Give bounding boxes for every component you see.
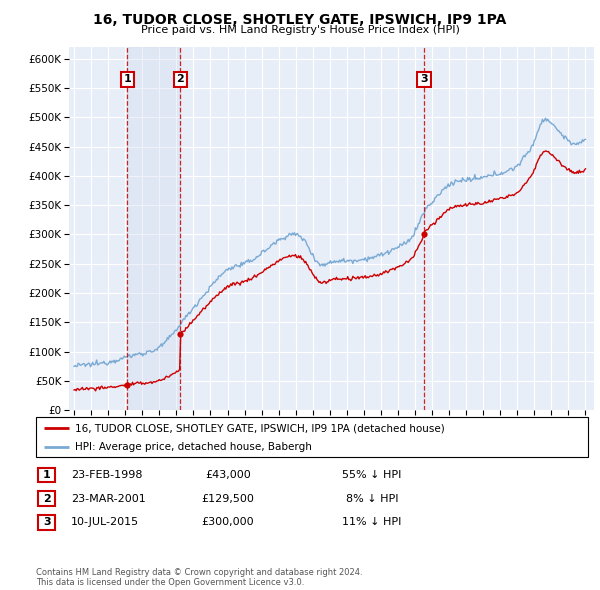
Text: £300,000: £300,000: [202, 517, 254, 527]
Text: Contains HM Land Registry data © Crown copyright and database right 2024.
This d: Contains HM Land Registry data © Crown c…: [36, 568, 362, 587]
Text: 23-MAR-2001: 23-MAR-2001: [71, 494, 146, 503]
FancyBboxPatch shape: [36, 417, 588, 457]
Point: [176, 330, 185, 339]
Text: 16, TUDOR CLOSE, SHOTLEY GATE, IPSWICH, IP9 1PA (detached house): 16, TUDOR CLOSE, SHOTLEY GATE, IPSWICH, …: [74, 424, 445, 434]
Text: 11% ↓ HPI: 11% ↓ HPI: [343, 517, 401, 527]
FancyBboxPatch shape: [38, 467, 55, 483]
Text: 3: 3: [43, 517, 50, 527]
Point: [122, 380, 132, 389]
Text: 10-JUL-2015: 10-JUL-2015: [71, 517, 139, 527]
Text: HPI: Average price, detached house, Babergh: HPI: Average price, detached house, Babe…: [74, 442, 311, 452]
FancyBboxPatch shape: [38, 491, 55, 506]
Text: 2: 2: [176, 74, 184, 84]
Text: £129,500: £129,500: [202, 494, 254, 503]
Text: 23-FEB-1998: 23-FEB-1998: [71, 470, 142, 480]
Bar: [127, 47, 181, 410]
Text: 3: 3: [420, 74, 428, 84]
Text: 8% ↓ HPI: 8% ↓ HPI: [346, 494, 398, 503]
Text: 16, TUDOR CLOSE, SHOTLEY GATE, IPSWICH, IP9 1PA: 16, TUDOR CLOSE, SHOTLEY GATE, IPSWICH, …: [94, 13, 506, 27]
Text: 55% ↓ HPI: 55% ↓ HPI: [343, 470, 401, 480]
Text: Price paid vs. HM Land Registry's House Price Index (HPI): Price paid vs. HM Land Registry's House …: [140, 25, 460, 35]
Text: 1: 1: [124, 74, 131, 84]
FancyBboxPatch shape: [38, 514, 55, 530]
Point: [419, 230, 429, 239]
Text: £43,000: £43,000: [205, 470, 251, 480]
Text: 2: 2: [43, 494, 50, 503]
Text: 1: 1: [43, 470, 50, 480]
